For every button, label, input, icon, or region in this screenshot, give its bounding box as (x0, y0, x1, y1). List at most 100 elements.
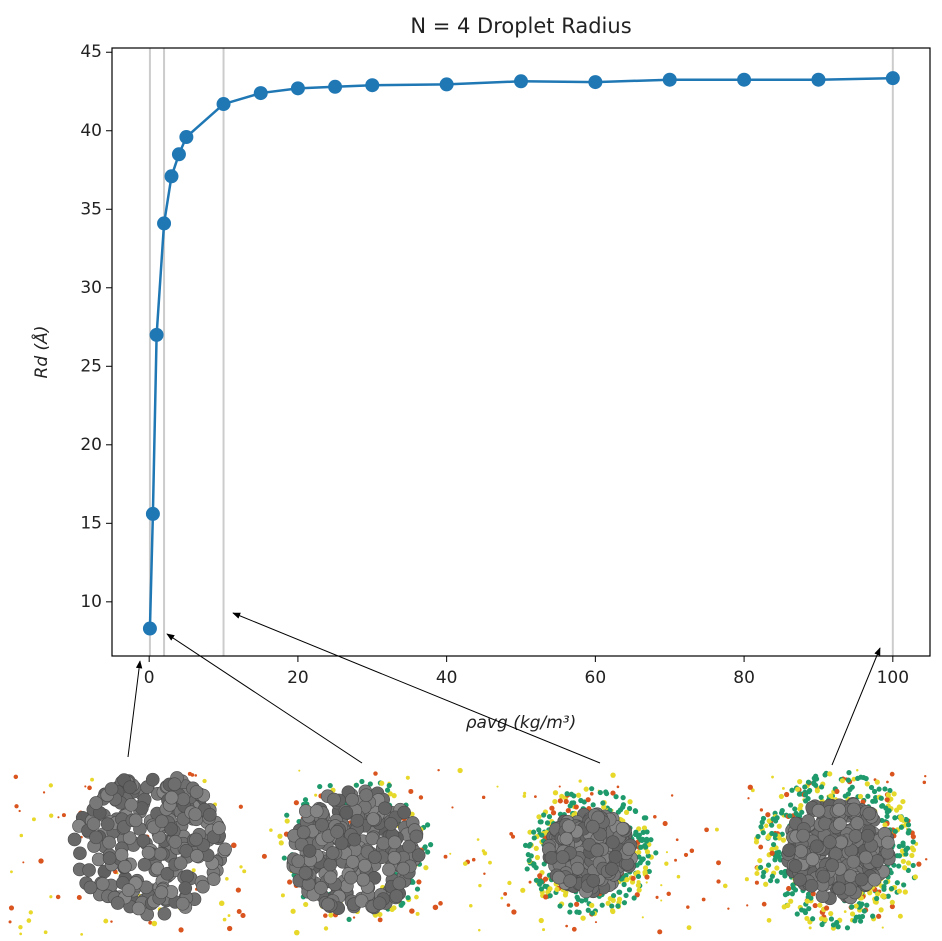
particle (571, 793, 577, 799)
atom (359, 788, 373, 802)
data-point (737, 72, 752, 87)
atom (189, 832, 203, 847)
atom (387, 835, 402, 850)
particle (884, 797, 890, 803)
particle (636, 887, 642, 893)
data-point (439, 77, 454, 92)
particle (910, 862, 916, 869)
particle (769, 822, 775, 828)
atom (788, 859, 803, 873)
particle (858, 774, 864, 780)
particle (630, 875, 636, 881)
particle (878, 907, 884, 913)
atom (810, 839, 824, 854)
particle (747, 784, 753, 790)
atom (570, 861, 585, 876)
particle (583, 786, 589, 792)
atom (104, 782, 119, 796)
particle (391, 793, 397, 799)
arrow (166, 633, 363, 764)
particle (542, 928, 546, 932)
particle (293, 929, 300, 936)
particle (601, 804, 607, 810)
particle (889, 899, 895, 905)
atom (378, 801, 392, 816)
particle (675, 838, 679, 842)
particle (48, 813, 54, 818)
particle (90, 777, 94, 782)
particle (76, 895, 82, 901)
particle (839, 778, 846, 784)
particle (496, 785, 499, 788)
particle (828, 793, 834, 799)
particle (626, 887, 633, 893)
particle (547, 893, 553, 899)
particle (573, 804, 579, 810)
data-point (885, 71, 900, 86)
particle (594, 921, 598, 924)
atom (606, 835, 620, 850)
particle (10, 870, 13, 874)
data-point (164, 169, 179, 184)
particle (772, 832, 778, 838)
particle (549, 805, 555, 811)
data-point (588, 75, 603, 90)
particle (834, 919, 840, 926)
particle (405, 775, 410, 780)
particle (269, 828, 273, 832)
particle (924, 774, 927, 778)
atom (608, 850, 623, 864)
particle (438, 901, 443, 906)
particle (856, 768, 859, 772)
particle (507, 880, 512, 886)
particle (722, 883, 728, 889)
atom (114, 847, 129, 862)
particle (352, 916, 356, 919)
atom (389, 889, 404, 903)
particle (686, 905, 690, 909)
atom (206, 872, 221, 886)
particle (765, 834, 771, 840)
particle (621, 881, 627, 888)
atom (402, 839, 416, 854)
particle (765, 812, 771, 818)
particle (538, 886, 545, 892)
particle (377, 911, 383, 918)
particle (597, 789, 603, 796)
particle (386, 782, 392, 789)
atom (323, 870, 338, 885)
particle (328, 912, 334, 918)
particle (644, 836, 650, 842)
particle (19, 932, 23, 936)
particle (834, 788, 840, 794)
particle (28, 910, 33, 915)
particle (754, 880, 759, 885)
x-tick-label: 40 (436, 668, 458, 688)
particle (567, 803, 573, 809)
particle (377, 917, 383, 923)
atom (110, 896, 125, 910)
particle (774, 815, 780, 821)
particle (771, 775, 774, 779)
particle (805, 891, 812, 897)
particle (537, 873, 543, 879)
particle (469, 904, 473, 908)
particle (666, 891, 671, 897)
particle (194, 774, 198, 777)
particle (554, 886, 560, 892)
particle (644, 829, 650, 835)
particle (620, 804, 626, 810)
particle (770, 841, 777, 848)
particle (631, 895, 637, 901)
particle (902, 865, 908, 871)
atom (157, 906, 172, 921)
particle (575, 792, 582, 798)
particle (765, 862, 772, 868)
particle (818, 784, 825, 790)
data-point (328, 79, 343, 94)
particle (541, 812, 547, 818)
atom (848, 829, 863, 843)
atom (832, 802, 846, 817)
particle (303, 901, 309, 908)
particle (415, 911, 420, 916)
